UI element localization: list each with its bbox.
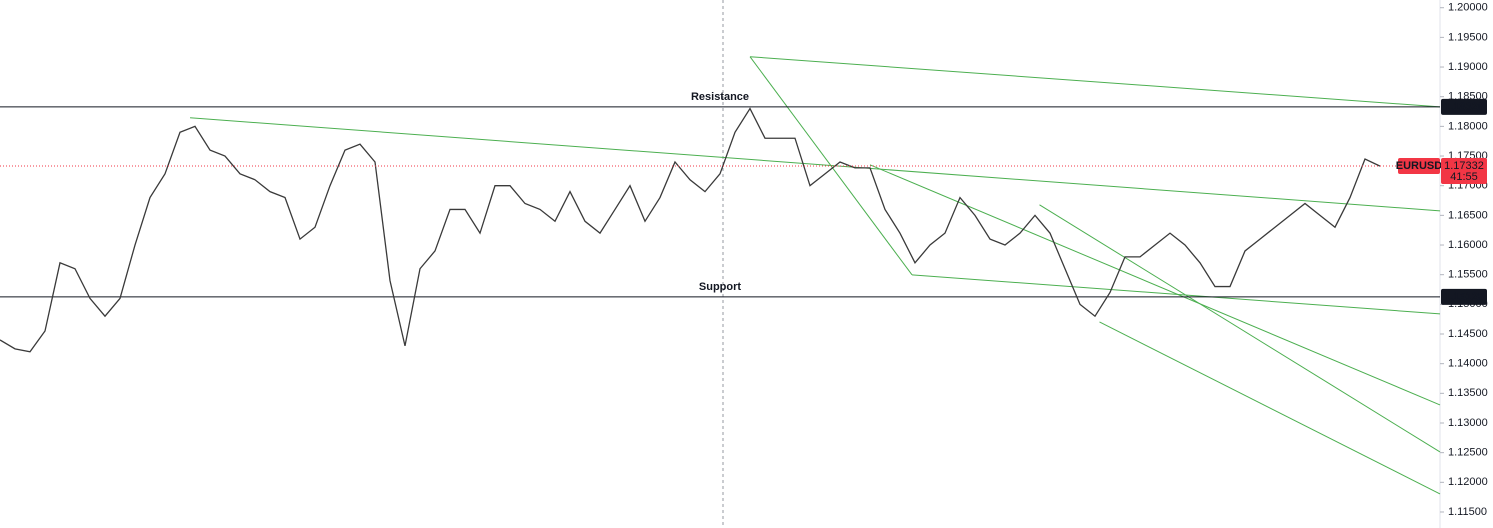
y-tick-label: 1.12500 <box>1448 447 1488 459</box>
symbol-label: EURUSD <box>1396 160 1443 172</box>
trendline <box>190 117 1441 212</box>
y-tick-label: 1.14500 <box>1448 328 1488 340</box>
y-tick-label: 1.16000 <box>1448 239 1488 251</box>
trendline <box>911 274 1441 315</box>
level-price-tag <box>1441 98 1487 115</box>
level-price-tag <box>1441 288 1487 305</box>
symbol-tag <box>1398 157 1440 174</box>
trendline <box>1099 321 1441 495</box>
y-tick-label: 1.13500 <box>1448 387 1488 399</box>
level-label: Support <box>699 281 741 293</box>
y-tick-label: 1.11500 <box>1448 506 1487 518</box>
trendline <box>869 164 1441 406</box>
y-tick-label: 1.15500 <box>1448 269 1488 281</box>
level-price: 1.15125 <box>1444 291 1484 303</box>
price-line <box>0 107 1381 353</box>
y-tick-label: 1.14000 <box>1448 358 1488 370</box>
trendline <box>749 56 1441 108</box>
y-tick-label: 1.16500 <box>1448 209 1488 221</box>
level-label: Resistance <box>691 91 749 103</box>
y-tick-label: 1.18000 <box>1448 120 1488 132</box>
y-tick-label: 1.19500 <box>1448 31 1488 43</box>
trendline <box>1039 204 1441 453</box>
last-price: 1.17332 <box>1444 160 1484 172</box>
y-tick-label: 1.12000 <box>1448 476 1488 488</box>
y-tick-label: 1.19000 <box>1448 61 1488 73</box>
y-tick-label: 1.13000 <box>1448 417 1488 429</box>
level-price: 1.18328 <box>1444 101 1484 113</box>
y-tick-label: 1.20000 <box>1448 2 1488 14</box>
countdown: 41:55 <box>1450 171 1478 183</box>
last-price-tag <box>1441 157 1487 184</box>
